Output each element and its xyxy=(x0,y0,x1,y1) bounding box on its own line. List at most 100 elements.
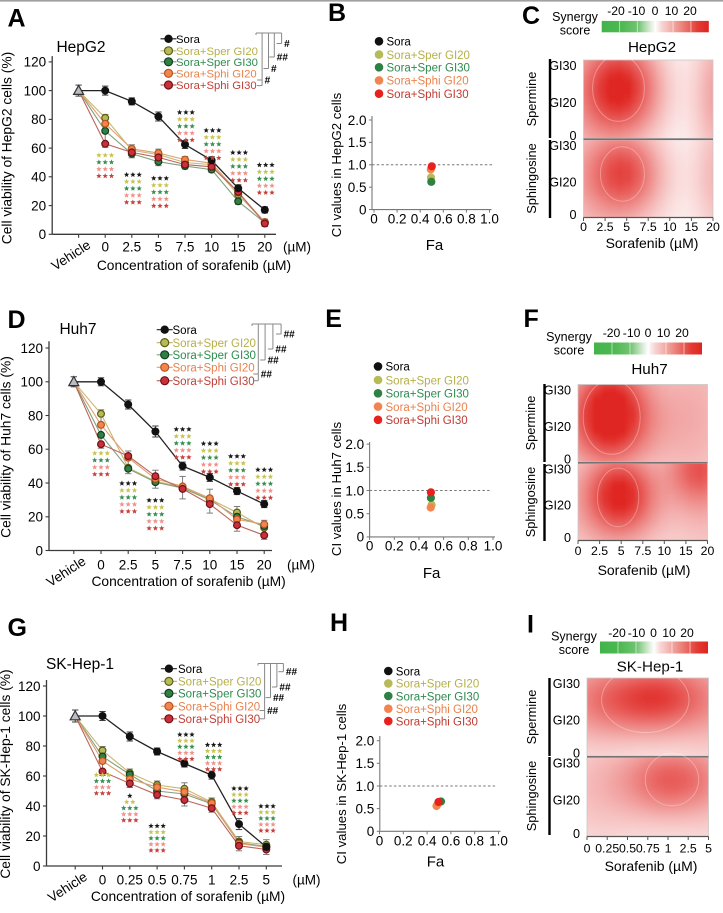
svg-text:0: 0 xyxy=(97,558,105,573)
svg-text:2.5: 2.5 xyxy=(591,544,608,558)
svg-text:0: 0 xyxy=(367,824,375,839)
svg-text:0: 0 xyxy=(357,530,365,545)
svg-text:120: 120 xyxy=(18,679,41,694)
svg-text:15: 15 xyxy=(685,220,699,234)
svg-text:15: 15 xyxy=(679,544,693,558)
svg-text:Sora+Sper GI20: Sora+Sper GI20 xyxy=(176,46,258,58)
svg-text:B: B xyxy=(328,0,346,27)
svg-text:Sora+Sphi GI30: Sora+Sphi GI30 xyxy=(173,376,255,388)
svg-text:Fa: Fa xyxy=(426,237,444,254)
svg-text:Spermine: Spermine xyxy=(523,396,538,451)
svg-text:0.5: 0.5 xyxy=(348,180,367,195)
svg-text:0: 0 xyxy=(569,129,576,143)
svg-text:10: 10 xyxy=(665,4,679,18)
svg-text:Spermine: Spermine xyxy=(524,72,539,127)
svg-text:score: score xyxy=(560,24,591,38)
svg-text:2.0: 2.0 xyxy=(356,734,375,749)
svg-text:I: I xyxy=(527,611,534,639)
svg-text:Sora+Sphi GI30: Sora+Sphi GI30 xyxy=(396,716,478,728)
svg-text:Synergy: Synergy xyxy=(551,630,598,644)
svg-text:GI20: GI20 xyxy=(549,175,576,189)
svg-text:Sora+Sper GI30: Sora+Sper GI30 xyxy=(176,57,258,69)
svg-text:0: 0 xyxy=(359,202,367,217)
svg-text:GI30: GI30 xyxy=(544,384,571,398)
svg-text:C: C xyxy=(522,2,540,30)
svg-text:0.6: 0.6 xyxy=(434,539,453,554)
svg-text:1.0: 1.0 xyxy=(348,158,367,173)
svg-text:Sora+Sphi GI30: Sora+Sphi GI30 xyxy=(387,89,469,101)
svg-text:Sorafenib (µM): Sorafenib (µM) xyxy=(605,858,698,874)
svg-text:0.8: 0.8 xyxy=(457,212,476,227)
svg-text:E: E xyxy=(325,305,342,333)
svg-text:0: 0 xyxy=(376,834,384,849)
svg-text:Fa: Fa xyxy=(423,565,441,582)
svg-text:GI30: GI30 xyxy=(553,757,580,771)
svg-text:2.5: 2.5 xyxy=(119,558,138,573)
svg-text:0: 0 xyxy=(645,326,652,340)
svg-text:1.0: 1.0 xyxy=(356,779,375,794)
svg-text:Concentration of sorafenib (µM: Concentration of sorafenib (µM) xyxy=(97,258,291,273)
svg-text:0: 0 xyxy=(564,453,571,467)
svg-text:-10: -10 xyxy=(628,626,646,640)
svg-text:-20: -20 xyxy=(608,626,626,640)
svg-text:Sorafenib (µM): Sorafenib (µM) xyxy=(598,562,691,578)
svg-text:20: 20 xyxy=(25,829,40,844)
svg-text:20: 20 xyxy=(257,558,272,573)
svg-text:Fa: Fa xyxy=(427,854,445,871)
svg-text:20: 20 xyxy=(257,240,272,255)
svg-text:0: 0 xyxy=(652,4,659,18)
svg-text:0: 0 xyxy=(573,747,580,761)
svg-text:Sora+Sphi GI20: Sora+Sphi GI20 xyxy=(387,76,469,88)
svg-text:Sora+Sphi GI20: Sora+Sphi GI20 xyxy=(176,69,257,81)
svg-text:##: ## xyxy=(268,356,280,367)
svg-text:Sora+Sphi GI20: Sora+Sphi GI20 xyxy=(396,704,478,716)
svg-text:2.5: 2.5 xyxy=(680,842,697,856)
svg-text:H: H xyxy=(330,609,348,637)
svg-text:Sora+Sper GI30: Sora+Sper GI30 xyxy=(178,689,261,701)
svg-text:##: ## xyxy=(267,706,279,717)
svg-text:##: ## xyxy=(277,53,289,64)
svg-text:Sora+Sper GI30: Sora+Sper GI30 xyxy=(173,350,256,362)
svg-text:Sphingosine: Sphingosine xyxy=(524,143,539,213)
svg-text:10: 10 xyxy=(204,240,219,255)
svg-text:Sora+Sper GI20: Sora+Sper GI20 xyxy=(386,375,469,387)
svg-text:100: 100 xyxy=(20,375,43,390)
svg-text:##: ## xyxy=(275,345,287,356)
svg-text:0.25: 0.25 xyxy=(117,873,143,888)
svg-text:#: # xyxy=(271,64,277,75)
svg-text:40: 40 xyxy=(31,170,46,185)
svg-text:2.5: 2.5 xyxy=(597,220,614,234)
svg-text:20: 20 xyxy=(31,198,46,213)
svg-text:GI30: GI30 xyxy=(549,59,576,73)
svg-text:0.8: 0.8 xyxy=(459,539,478,554)
svg-text:Sora+Sper GI20: Sora+Sper GI20 xyxy=(173,338,256,350)
svg-text:GI20: GI20 xyxy=(553,794,580,808)
svg-text:Synergy: Synergy xyxy=(552,10,599,24)
svg-text:0: 0 xyxy=(569,208,576,222)
svg-text:0.5: 0.5 xyxy=(148,873,167,888)
svg-text:7.5: 7.5 xyxy=(173,558,192,573)
svg-text:0.5: 0.5 xyxy=(356,801,375,816)
svg-text:1.0: 1.0 xyxy=(484,539,503,554)
svg-text:2.0: 2.0 xyxy=(348,113,367,128)
svg-text:Sphingosine: Sphingosine xyxy=(523,467,538,537)
svg-text:0: 0 xyxy=(575,544,582,558)
svg-text:Sphingosine: Sphingosine xyxy=(524,761,539,831)
svg-text:0: 0 xyxy=(573,827,580,841)
svg-text:CI values in HepG2 cells: CI values in HepG2 cells xyxy=(329,92,344,237)
svg-text:5: 5 xyxy=(705,842,712,856)
svg-text:Cell viability of SK-Hep-1 cel: Cell viability of SK-Hep-1 cells (%) xyxy=(0,669,13,878)
svg-text:Sora+Sper GI20: Sora+Sper GI20 xyxy=(387,50,470,62)
svg-text:-20: -20 xyxy=(607,4,625,18)
svg-text:1: 1 xyxy=(208,873,216,888)
svg-text:0.8: 0.8 xyxy=(465,834,484,849)
svg-text:Huh7: Huh7 xyxy=(59,321,96,338)
svg-text:0.6: 0.6 xyxy=(434,212,453,227)
svg-text:5: 5 xyxy=(152,558,160,573)
svg-text:GI20: GI20 xyxy=(553,714,580,728)
svg-text:40: 40 xyxy=(28,476,43,491)
svg-text:0.4: 0.4 xyxy=(411,212,430,227)
svg-text:Cell viability of HepG2 cells: Cell viability of HepG2 cells (%) xyxy=(0,52,15,244)
svg-text:Huh7: Huh7 xyxy=(631,361,667,378)
svg-text:Sora+Sper GI20: Sora+Sper GI20 xyxy=(396,679,479,691)
